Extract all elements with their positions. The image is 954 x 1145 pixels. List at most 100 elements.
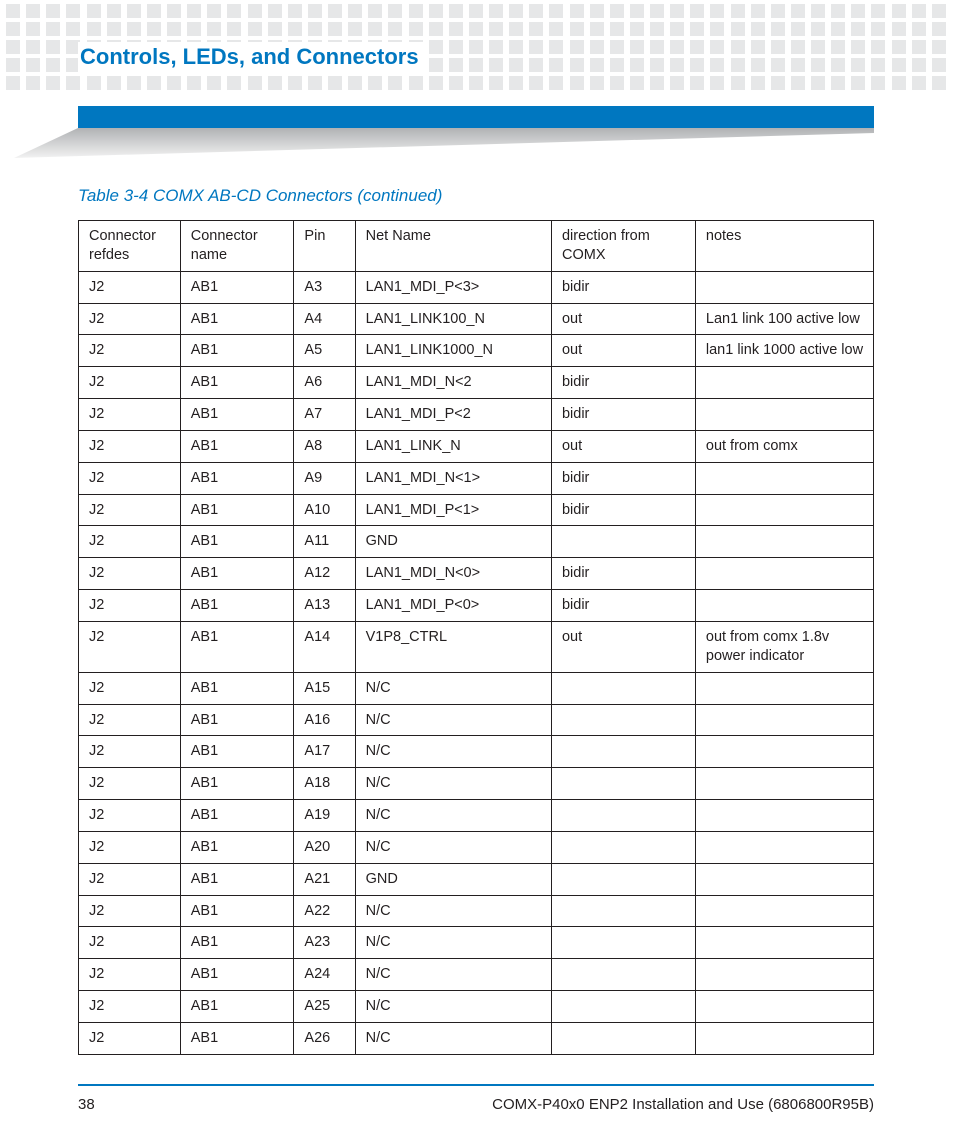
table-cell: LAN1_MDI_N<2 [355, 367, 551, 399]
table-column-header: notes [695, 221, 873, 272]
table-cell: bidir [551, 399, 695, 431]
table-cell: N/C [355, 704, 551, 736]
table-row: J2AB1A8LAN1_LINK_Noutout from comx [79, 430, 874, 462]
table-cell: A3 [294, 271, 355, 303]
table-cell: A6 [294, 367, 355, 399]
table-row: J2AB1A20N/C [79, 831, 874, 863]
page-footer: 38 COMX-P40x0 ENP2 Installation and Use … [78, 1084, 874, 1113]
table-cell: AB1 [180, 590, 294, 622]
table-cell: LAN1_MDI_N<0> [355, 558, 551, 590]
page-number: 38 [78, 1096, 95, 1113]
table-cell: bidir [551, 462, 695, 494]
table-cell: A21 [294, 863, 355, 895]
table-cell: J2 [79, 303, 181, 335]
table-cell: J2 [79, 927, 181, 959]
table-cell: J2 [79, 462, 181, 494]
table-cell: AB1 [180, 863, 294, 895]
table-cell [551, 672, 695, 704]
table-cell: AB1 [180, 959, 294, 991]
table-cell: LAN1_MDI_P<1> [355, 494, 551, 526]
table-cell [695, 704, 873, 736]
header-blue-bar [78, 106, 874, 128]
table-cell: N/C [355, 959, 551, 991]
table-cell: AB1 [180, 462, 294, 494]
table-row: J2AB1A25N/C [79, 991, 874, 1023]
table-cell: AB1 [180, 1022, 294, 1054]
table-row: J2AB1A11GND [79, 526, 874, 558]
table-cell: A24 [294, 959, 355, 991]
table-cell: J2 [79, 271, 181, 303]
table-cell [695, 736, 873, 768]
table-cell: A20 [294, 831, 355, 863]
table-cell: N/C [355, 1022, 551, 1054]
table-caption: Table 3-4 COMX AB-CD Connectors (continu… [78, 186, 874, 206]
table-cell: AB1 [180, 526, 294, 558]
table-cell: AB1 [180, 991, 294, 1023]
table-row: J2AB1A14V1P8_CTRLoutout from comx 1.8v p… [79, 621, 874, 672]
table-cell: A23 [294, 927, 355, 959]
table-row: J2AB1A13LAN1_MDI_P<0>bidir [79, 590, 874, 622]
table-cell: N/C [355, 800, 551, 832]
table-cell [695, 831, 873, 863]
table-cell: J2 [79, 335, 181, 367]
header-gray-wedge [14, 128, 874, 158]
table-cell: AB1 [180, 494, 294, 526]
table-cell: bidir [551, 590, 695, 622]
table-cell: A19 [294, 800, 355, 832]
table-cell: J2 [79, 800, 181, 832]
table-cell: AB1 [180, 335, 294, 367]
table-column-header: direction from COMX [551, 221, 695, 272]
table-cell: A14 [294, 621, 355, 672]
table-cell: A7 [294, 399, 355, 431]
table-cell: out from comx [695, 430, 873, 462]
table-row: J2AB1A16N/C [79, 704, 874, 736]
table-cell [695, 462, 873, 494]
table-column-header: Net Name [355, 221, 551, 272]
table-cell [551, 768, 695, 800]
table-cell: AB1 [180, 367, 294, 399]
table-cell: A4 [294, 303, 355, 335]
table-row: J2AB1A6LAN1_MDI_N<2bidir [79, 367, 874, 399]
table-cell: AB1 [180, 768, 294, 800]
table-cell: N/C [355, 768, 551, 800]
table-cell: V1P8_CTRL [355, 621, 551, 672]
table-cell: A13 [294, 590, 355, 622]
table-cell: A12 [294, 558, 355, 590]
table-cell: out from comx 1.8v power indicator [695, 621, 873, 672]
table-cell: AB1 [180, 558, 294, 590]
content-area: Table 3-4 COMX AB-CD Connectors (continu… [78, 180, 874, 1055]
table-cell: out [551, 303, 695, 335]
table-cell: A17 [294, 736, 355, 768]
table-row: J2AB1A15N/C [79, 672, 874, 704]
table-cell: AB1 [180, 831, 294, 863]
table-cell: A26 [294, 1022, 355, 1054]
table-cell [695, 558, 873, 590]
table-cell [695, 367, 873, 399]
doc-title: COMX-P40x0 ENP2 Installation and Use (68… [492, 1096, 874, 1113]
page: Controls, LEDs, and Connectors Table 3-4… [0, 0, 954, 1145]
table-cell [695, 800, 873, 832]
connectors-table: Connector refdesConnector namePinNet Nam… [78, 220, 874, 1055]
table-row: J2AB1A18N/C [79, 768, 874, 800]
table-cell [551, 800, 695, 832]
table-cell: A11 [294, 526, 355, 558]
section-title: Controls, LEDs, and Connectors [78, 42, 427, 72]
table-cell: LAN1_MDI_P<2 [355, 399, 551, 431]
table-cell [695, 494, 873, 526]
table-row: J2AB1A22N/C [79, 895, 874, 927]
table-cell: A9 [294, 462, 355, 494]
table-cell: AB1 [180, 927, 294, 959]
table-cell: J2 [79, 367, 181, 399]
table-cell: J2 [79, 621, 181, 672]
table-row: J2AB1A3LAN1_MDI_P<3>bidir [79, 271, 874, 303]
table-column-header: Pin [294, 221, 355, 272]
table-cell: GND [355, 863, 551, 895]
table-cell: AB1 [180, 271, 294, 303]
table-cell: LAN1_MDI_P<0> [355, 590, 551, 622]
table-cell: bidir [551, 494, 695, 526]
table-cell: N/C [355, 672, 551, 704]
table-cell [551, 895, 695, 927]
footer-row: 38 COMX-P40x0 ENP2 Installation and Use … [78, 1096, 874, 1113]
table-cell [551, 526, 695, 558]
table-cell: AB1 [180, 672, 294, 704]
